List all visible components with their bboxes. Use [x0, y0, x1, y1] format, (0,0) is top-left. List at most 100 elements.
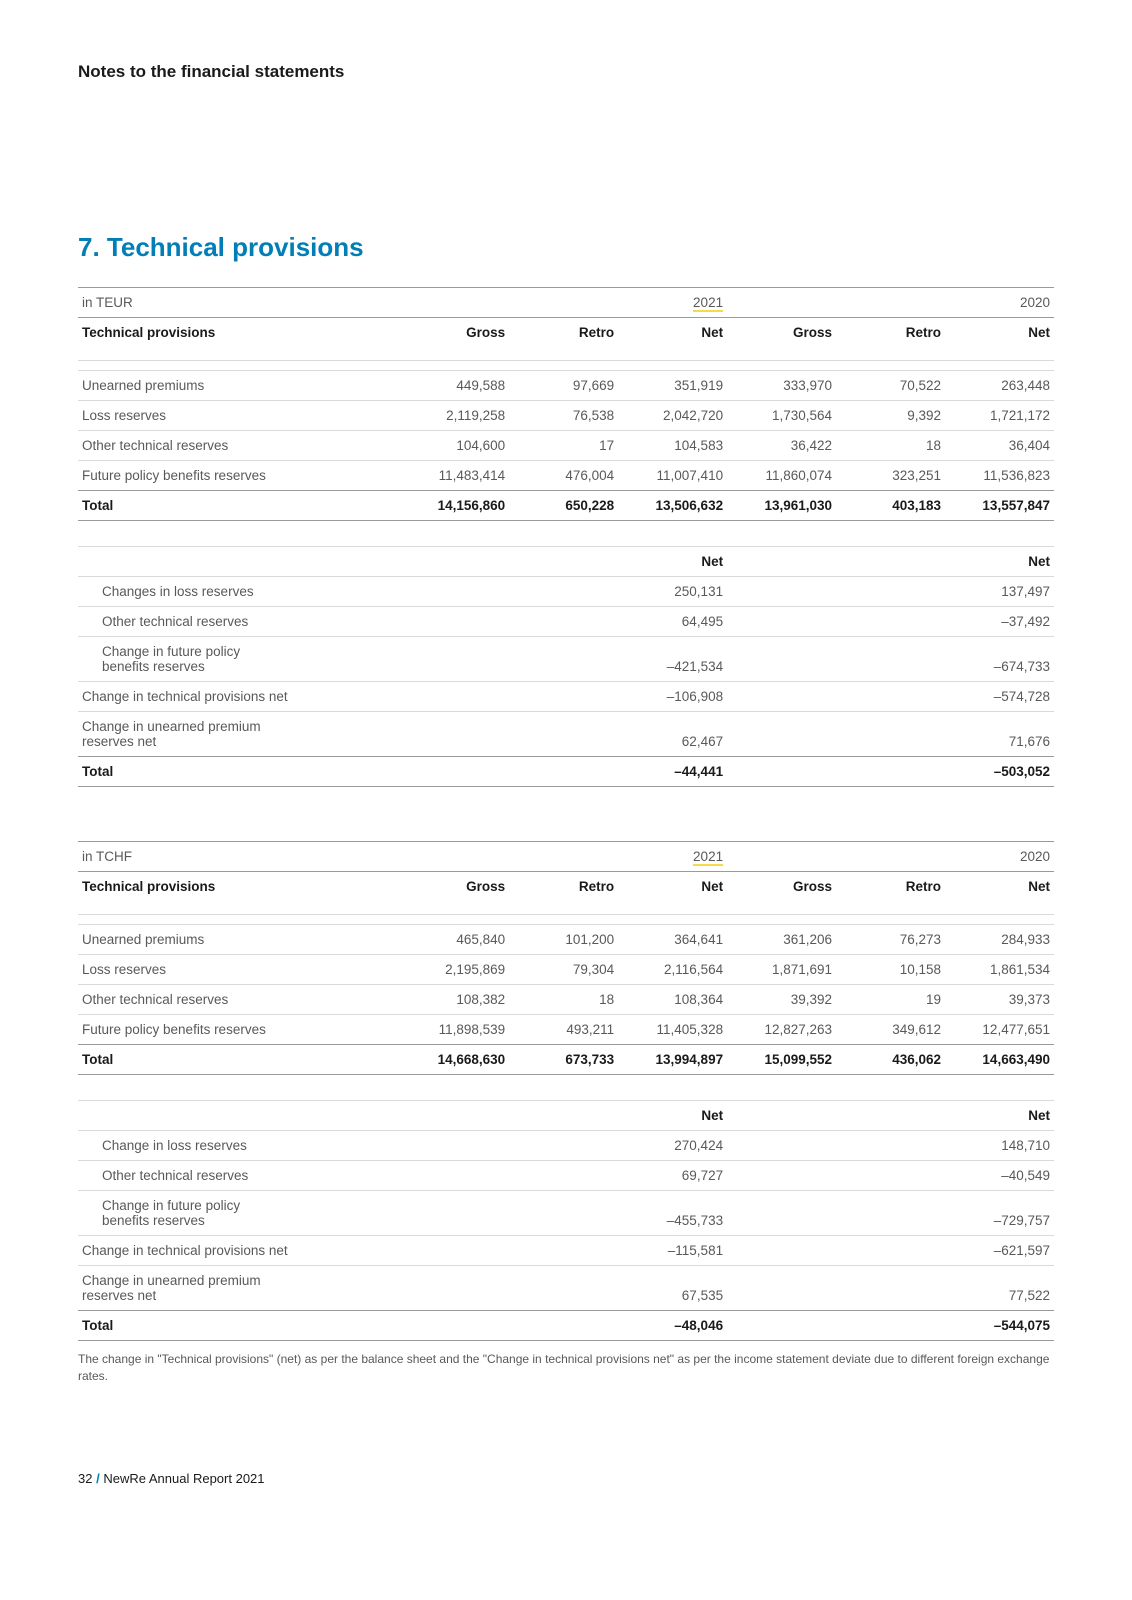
cell: 1,730,564: [727, 401, 836, 431]
table-row: Future policy benefits reserves 11,898,5…: [78, 1015, 1054, 1045]
year-prior: 2020: [945, 842, 1054, 872]
cell: 465,840: [400, 925, 509, 955]
cell: 2,042,720: [618, 401, 727, 431]
cell: 14,663,490: [945, 1045, 1054, 1075]
col-net: Net: [618, 547, 727, 577]
cell: 650,228: [509, 491, 618, 521]
row-label: Unearned premiums: [78, 925, 400, 955]
row-label: Total: [78, 491, 400, 521]
cell: 97,669: [509, 371, 618, 401]
table-row: Change in unearned premiumreserves net 6…: [78, 1266, 1054, 1311]
col-net: Net: [945, 318, 1054, 361]
cell: 79,304: [509, 955, 618, 985]
col-net: Net: [618, 318, 727, 361]
col-retro: Retro: [836, 872, 945, 915]
cell: 1,871,691: [727, 955, 836, 985]
cell: 2,116,564: [618, 955, 727, 985]
cell: –37,492: [945, 607, 1054, 637]
page-header: Notes to the financial statements: [78, 62, 1054, 82]
cell: 62,467: [618, 712, 727, 757]
cell: 323,251: [836, 461, 945, 491]
cell: 101,200: [509, 925, 618, 955]
cell: 14,156,860: [400, 491, 509, 521]
cell: 19: [836, 985, 945, 1015]
row-label: Change in loss reserves: [78, 1131, 400, 1161]
cell: 64,495: [618, 607, 727, 637]
cell: 148,710: [945, 1131, 1054, 1161]
row-label: Other technical reserves: [78, 1161, 400, 1191]
row-label: Change in unearned premiumreserves net: [78, 712, 400, 757]
cell: 436,062: [836, 1045, 945, 1075]
cell: –544,075: [945, 1311, 1054, 1341]
cell: –503,052: [945, 757, 1054, 787]
footer-title: NewRe Annual Report 2021: [103, 1471, 264, 1486]
cell: 403,183: [836, 491, 945, 521]
cell: 351,919: [618, 371, 727, 401]
cell: 361,206: [727, 925, 836, 955]
year-current: 2021: [693, 295, 723, 312]
unit-row: in TEUR 2021 2020: [78, 288, 1054, 318]
col-gross: Gross: [727, 318, 836, 361]
cell: 17: [509, 431, 618, 461]
cell: –421,534: [618, 637, 727, 682]
footnote: The change in "Technical provisions" (ne…: [78, 1351, 1054, 1385]
cell: 476,004: [509, 461, 618, 491]
cell: 13,557,847: [945, 491, 1054, 521]
cell: 263,448: [945, 371, 1054, 401]
cell: 13,961,030: [727, 491, 836, 521]
cell: 11,536,823: [945, 461, 1054, 491]
table-row: Change in technical provisions net –106,…: [78, 682, 1054, 712]
table-row: Unearned premiums 449,588 97,669 351,919…: [78, 371, 1054, 401]
row-label: Future policy benefits reserves: [78, 1015, 400, 1045]
cell: 1,721,172: [945, 401, 1054, 431]
cell: 10,158: [836, 955, 945, 985]
col-gross: Gross: [727, 872, 836, 915]
row-label: Other technical reserves: [78, 431, 400, 461]
subhead: Technical provisions: [78, 872, 400, 915]
section-title: 7. Technical provisions: [78, 232, 1054, 263]
header-row: Technical provisions Gross Retro Net Gro…: [78, 318, 1054, 361]
row-label: Total: [78, 1045, 400, 1075]
table-row: Change in technical provisions net –115,…: [78, 1236, 1054, 1266]
footer-separator: /: [96, 1471, 100, 1486]
row-label: Other technical reserves: [78, 607, 400, 637]
page-footer: 32 / NewRe Annual Report 2021: [78, 1471, 1054, 1486]
col-gross: Gross: [400, 872, 509, 915]
cell: 18: [509, 985, 618, 1015]
row-label: Change in unearned premiumreserves net: [78, 1266, 400, 1311]
row-label: Other technical reserves: [78, 985, 400, 1015]
col-net: Net: [618, 872, 727, 915]
cell: 12,827,263: [727, 1015, 836, 1045]
cell: –455,733: [618, 1191, 727, 1236]
col-gross: Gross: [400, 318, 509, 361]
col-net: Net: [945, 547, 1054, 577]
cell: 76,538: [509, 401, 618, 431]
cell: 11,405,328: [618, 1015, 727, 1045]
total-row: Total –44,441 –503,052: [78, 757, 1054, 787]
cell: 104,600: [400, 431, 509, 461]
col-retro: Retro: [509, 872, 618, 915]
table-row: Future policy benefits reserves 11,483,4…: [78, 461, 1054, 491]
cell: 364,641: [618, 925, 727, 955]
row-label: Loss reserves: [78, 955, 400, 985]
cell: 69,727: [618, 1161, 727, 1191]
cell: 9,392: [836, 401, 945, 431]
total-row: Total 14,156,860 650,228 13,506,632 13,9…: [78, 491, 1054, 521]
table-row: Change in future policybenefits reserves…: [78, 1191, 1054, 1236]
subhead: Technical provisions: [78, 318, 400, 361]
row-label: Change in technical provisions net: [78, 682, 400, 712]
cell: 76,273: [836, 925, 945, 955]
page-number: 32: [78, 1471, 92, 1486]
cell: 1,861,534: [945, 955, 1054, 985]
row-label: Loss reserves: [78, 401, 400, 431]
unit-label: in TCHF: [78, 842, 400, 872]
header-row: Technical provisions Gross Retro Net Gro…: [78, 872, 1054, 915]
table-row: Changes in loss reserves 250,131 137,497: [78, 577, 1054, 607]
cell: 14,668,630: [400, 1045, 509, 1075]
table-row: Loss reserves 2,195,869 79,304 2,116,564…: [78, 955, 1054, 985]
total-row: Total –48,046 –544,075: [78, 1311, 1054, 1341]
cell: 449,588: [400, 371, 509, 401]
table-row: Change in future policybenefits reserves…: [78, 637, 1054, 682]
col-net: Net: [945, 872, 1054, 915]
cell: –621,597: [945, 1236, 1054, 1266]
